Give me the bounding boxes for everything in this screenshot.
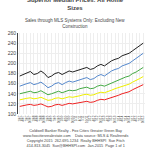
- svg-text:7/10: 7/10: [67, 115, 71, 121]
- svg-text:160: 160: [8, 80, 17, 86]
- svg-text:4/10: 4/10: [64, 115, 68, 121]
- svg-text:220: 220: [8, 50, 17, 56]
- svg-text:10/10: 10/10: [71, 115, 75, 123]
- svg-text:1/07: 1/07: [18, 115, 22, 121]
- svg-text:Sales through MLS Systems Only: Sales through MLS Systems Only: Excludin…: [25, 18, 125, 29]
- svg-text:240: 240: [8, 40, 17, 46]
- svg-text:10/07: 10/07: [28, 115, 32, 123]
- svg-text:1/08: 1/08: [32, 115, 36, 121]
- svg-text:7/08: 7/08: [39, 115, 43, 121]
- svg-text:10/15: 10/15: [141, 115, 145, 123]
- svg-text:Superior Median Prices: All Ho: Superior Median Prices: All HomeSizes: [27, 0, 124, 11]
- svg-text:4/09: 4/09: [49, 115, 53, 121]
- svg-text:4/11: 4/11: [78, 115, 82, 121]
- svg-text:260: 260: [8, 30, 17, 36]
- svg-text:180: 180: [8, 70, 17, 76]
- svg-text:10/14: 10/14: [127, 115, 131, 123]
- svg-text:10/11: 10/11: [85, 115, 89, 123]
- svg-text:1/09: 1/09: [46, 115, 50, 121]
- svg-text:7/12: 7/12: [95, 115, 99, 121]
- svg-text:7/15: 7/15: [138, 115, 142, 121]
- svg-text:7/07: 7/07: [25, 115, 29, 121]
- svg-text:10/09: 10/09: [57, 115, 61, 123]
- svg-text:1/11: 1/11: [74, 115, 78, 121]
- svg-text:7/11: 7/11: [81, 115, 85, 121]
- svg-text:1/15: 1/15: [131, 115, 135, 121]
- svg-text:140: 140: [8, 91, 17, 97]
- svg-text:100: 100: [8, 111, 17, 117]
- svg-text:4/15: 4/15: [134, 115, 138, 121]
- svg-text:7/13: 7/13: [109, 115, 113, 121]
- svg-text:Coldwell Banker Realty - Fox C: Coldwell Banker Realty - Fox Cities Grea…: [23, 129, 128, 148]
- svg-text:4/14: 4/14: [120, 115, 124, 121]
- svg-text:7/09: 7/09: [53, 115, 57, 121]
- svg-text:1/14: 1/14: [117, 115, 121, 121]
- svg-text:4/08: 4/08: [35, 115, 39, 121]
- svg-text:4/13: 4/13: [106, 115, 110, 121]
- svg-text:10/12: 10/12: [99, 115, 103, 123]
- svg-text:1/13: 1/13: [102, 115, 106, 121]
- svg-text:10/13: 10/13: [113, 115, 117, 123]
- svg-text:200: 200: [8, 60, 17, 66]
- svg-text:10/08: 10/08: [42, 115, 46, 123]
- svg-text:4/07: 4/07: [21, 115, 25, 121]
- svg-text:120: 120: [8, 101, 17, 107]
- svg-text:7/14: 7/14: [124, 115, 128, 121]
- svg-text:1/12: 1/12: [88, 115, 92, 121]
- svg-text:4/12: 4/12: [92, 115, 96, 121]
- svg-text:1/10: 1/10: [60, 115, 64, 121]
